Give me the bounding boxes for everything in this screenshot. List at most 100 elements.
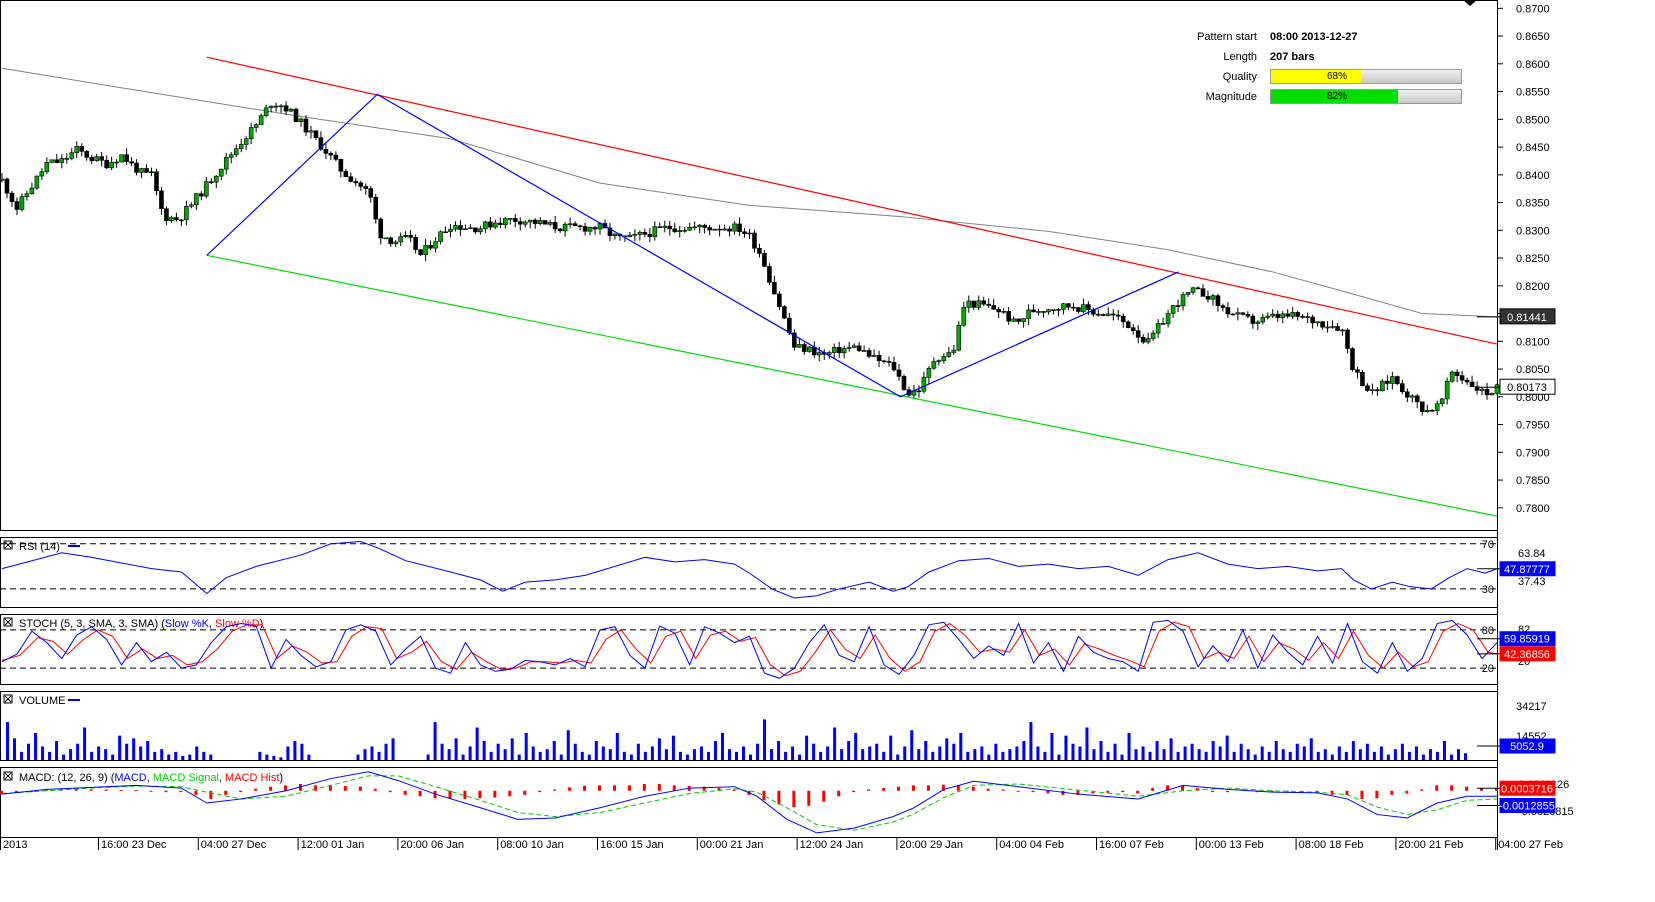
volume-bar bbox=[1421, 754, 1425, 760]
volume-bar bbox=[1008, 749, 1012, 760]
volume-bar bbox=[265, 754, 269, 760]
candle-body bbox=[547, 222, 553, 225]
candle-body bbox=[856, 345, 862, 352]
volume-bar bbox=[1162, 749, 1166, 760]
volume-bar bbox=[1036, 746, 1040, 760]
candle-body bbox=[213, 175, 219, 183]
candle-body bbox=[169, 217, 174, 222]
volume-bar bbox=[1302, 746, 1306, 760]
last-value-box bbox=[1499, 378, 1556, 395]
macd-hist-bar bbox=[1181, 785, 1185, 791]
candle-body bbox=[941, 356, 947, 361]
volume-bar bbox=[924, 741, 928, 760]
volume-bar bbox=[763, 719, 767, 760]
candle-body bbox=[926, 367, 932, 378]
corner-marker-icon bbox=[1463, 0, 1477, 6]
macd-hist-bar bbox=[956, 785, 960, 791]
macd-hist-bar bbox=[149, 790, 153, 792]
volume-bar bbox=[27, 743, 31, 760]
candle-body bbox=[1006, 311, 1011, 322]
candle-body bbox=[473, 227, 478, 233]
candle-body bbox=[537, 220, 543, 224]
quality-bar-fill bbox=[1271, 70, 1361, 83]
volume-bar bbox=[153, 751, 157, 760]
volume-bar bbox=[980, 746, 984, 760]
candle-body bbox=[209, 181, 214, 183]
volume-bar bbox=[1043, 751, 1047, 760]
volume-bar bbox=[1393, 749, 1397, 760]
candle-body bbox=[961, 307, 967, 326]
macd-hist-bar bbox=[299, 783, 302, 791]
candle-body bbox=[388, 237, 394, 245]
volume-bar bbox=[1232, 751, 1236, 760]
pattern-start-value: 08:00 2013-12-27 bbox=[1270, 31, 1358, 43]
macd-hist-bar bbox=[448, 790, 452, 799]
volume-bar bbox=[104, 749, 108, 760]
volume-bar bbox=[903, 746, 907, 760]
volume-bar bbox=[1358, 749, 1362, 760]
macd-hist-bar bbox=[508, 790, 512, 797]
candle-body bbox=[971, 300, 977, 308]
volume-bar bbox=[945, 738, 949, 760]
candle-body bbox=[991, 305, 996, 310]
volume-bar bbox=[272, 755, 276, 760]
candle-body bbox=[433, 241, 438, 249]
macd-hist-bar bbox=[14, 790, 18, 793]
candle-body bbox=[498, 222, 503, 225]
volume-bar bbox=[1113, 743, 1117, 760]
volume-bar bbox=[209, 754, 213, 760]
volume-bar bbox=[615, 732, 619, 760]
volume-bar bbox=[1148, 751, 1152, 760]
candle-body bbox=[916, 390, 922, 393]
candle-body bbox=[268, 105, 274, 109]
macd-hist-bar bbox=[1450, 785, 1454, 791]
candle-body bbox=[1489, 393, 1495, 396]
price-tick-label: 0.7850 bbox=[1516, 475, 1550, 487]
candle-body bbox=[851, 345, 857, 348]
candle-body bbox=[59, 158, 65, 163]
volume-bar bbox=[538, 751, 542, 760]
candle-body bbox=[742, 231, 747, 234]
macd-hist-bar bbox=[134, 790, 138, 792]
macd-hist-bar bbox=[224, 790, 228, 795]
candle-body bbox=[233, 148, 239, 156]
candle-body bbox=[772, 282, 777, 295]
candle-body bbox=[1454, 371, 1460, 376]
candle-body bbox=[94, 156, 99, 161]
macd-hist-bar bbox=[837, 790, 841, 797]
candle-body bbox=[353, 181, 359, 184]
volume-bar bbox=[447, 749, 451, 760]
volume-bar bbox=[1141, 746, 1145, 760]
candle-body bbox=[1170, 305, 1176, 314]
candle-body bbox=[1494, 384, 1500, 394]
stoch-d-last-value-box bbox=[1499, 646, 1556, 662]
candle-body bbox=[1155, 323, 1161, 334]
candle-body bbox=[1001, 311, 1006, 313]
macd-hist-bar bbox=[269, 786, 273, 791]
candle-body bbox=[687, 226, 693, 231]
pattern-start-row: Pattern start 08:00 2013-12-27 bbox=[1195, 28, 1495, 48]
candle-body bbox=[14, 201, 20, 210]
candle-body bbox=[1325, 326, 1330, 329]
candle-body bbox=[1280, 313, 1286, 318]
price-tick-label: 0.8650 bbox=[1516, 31, 1550, 43]
volume-bar bbox=[496, 743, 500, 760]
price-tick-label: 0.8300 bbox=[1516, 225, 1550, 237]
candle-body bbox=[408, 235, 413, 238]
candle-body bbox=[542, 220, 548, 225]
candle-body bbox=[328, 153, 334, 156]
quality-bar: 68% bbox=[1270, 69, 1462, 84]
volume-bar bbox=[1379, 746, 1383, 760]
volume-bar bbox=[48, 751, 52, 760]
candle-body bbox=[54, 159, 60, 163]
candle-body bbox=[712, 228, 717, 231]
volume-bar bbox=[608, 749, 612, 760]
macd-hist-bar bbox=[418, 790, 422, 797]
volume-bar bbox=[1337, 746, 1341, 760]
volume-bar bbox=[300, 743, 304, 760]
macd-title: MACD: (12, 26, 9) (MACD, MACD Signal, MA… bbox=[19, 772, 283, 784]
volume-side-label: 34217 bbox=[1516, 701, 1547, 713]
candle-body bbox=[1444, 380, 1450, 400]
volume-bar bbox=[559, 754, 563, 760]
volume-bar bbox=[1211, 741, 1215, 760]
